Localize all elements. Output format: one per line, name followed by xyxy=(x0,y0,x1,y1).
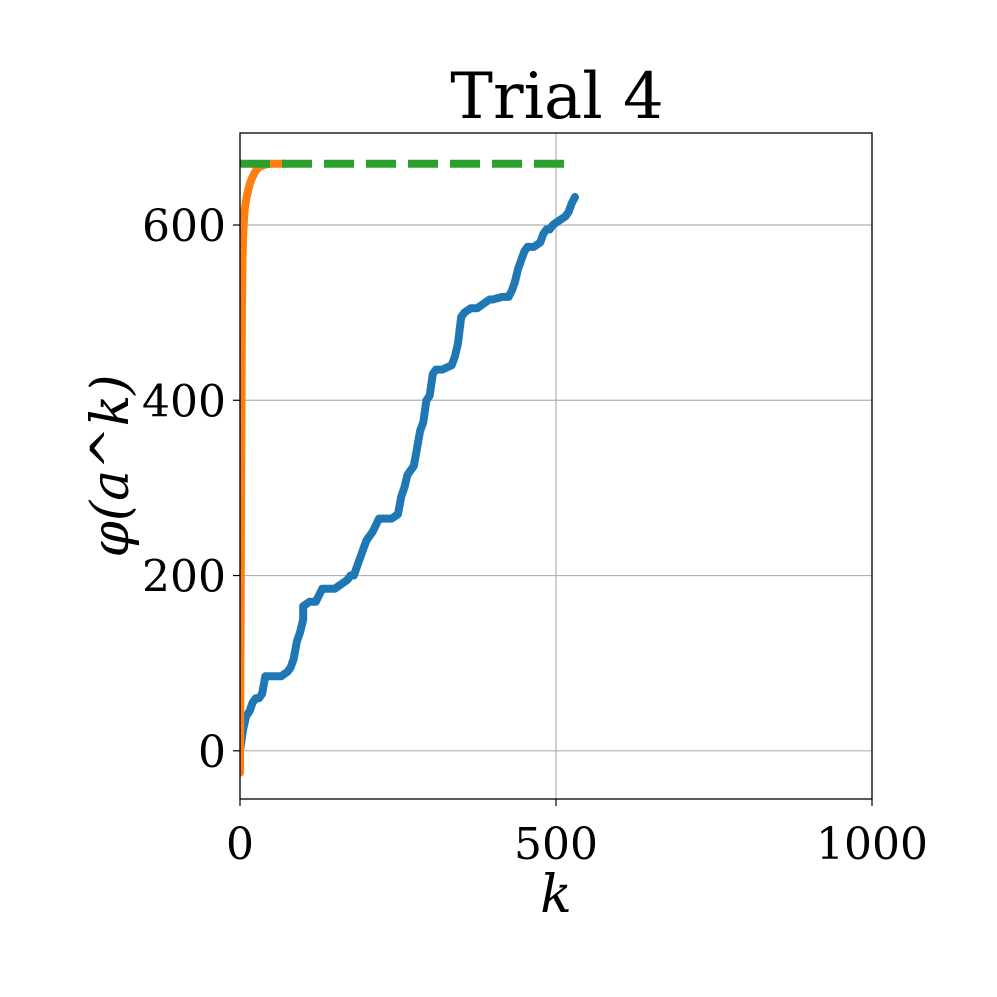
series-line-blue xyxy=(240,193,579,755)
y-tick-label: 200 xyxy=(142,552,226,603)
x-tick-label: 0 xyxy=(226,819,254,870)
axis-ticks: 0 500 1000 0 200 400 600 xyxy=(142,201,928,870)
y-tick-label: 0 xyxy=(198,727,226,778)
y-axis-label: φ(a^k) xyxy=(81,374,141,557)
x-tick-label: 1000 xyxy=(816,819,928,870)
y-tick-label: 600 xyxy=(142,201,226,252)
x-tick-label: 500 xyxy=(514,819,598,870)
chart-title: Trial 4 xyxy=(450,60,663,134)
series-layer xyxy=(240,159,579,777)
grid-lines xyxy=(239,133,873,799)
y-tick-label: 400 xyxy=(142,376,226,427)
x-axis-label: k xyxy=(540,865,572,925)
